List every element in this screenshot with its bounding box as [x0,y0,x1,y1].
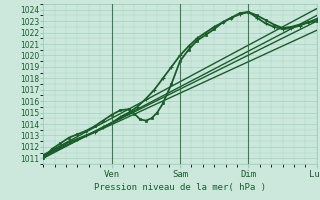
X-axis label: Pression niveau de la mer( hPa ): Pression niveau de la mer( hPa ) [94,183,266,192]
